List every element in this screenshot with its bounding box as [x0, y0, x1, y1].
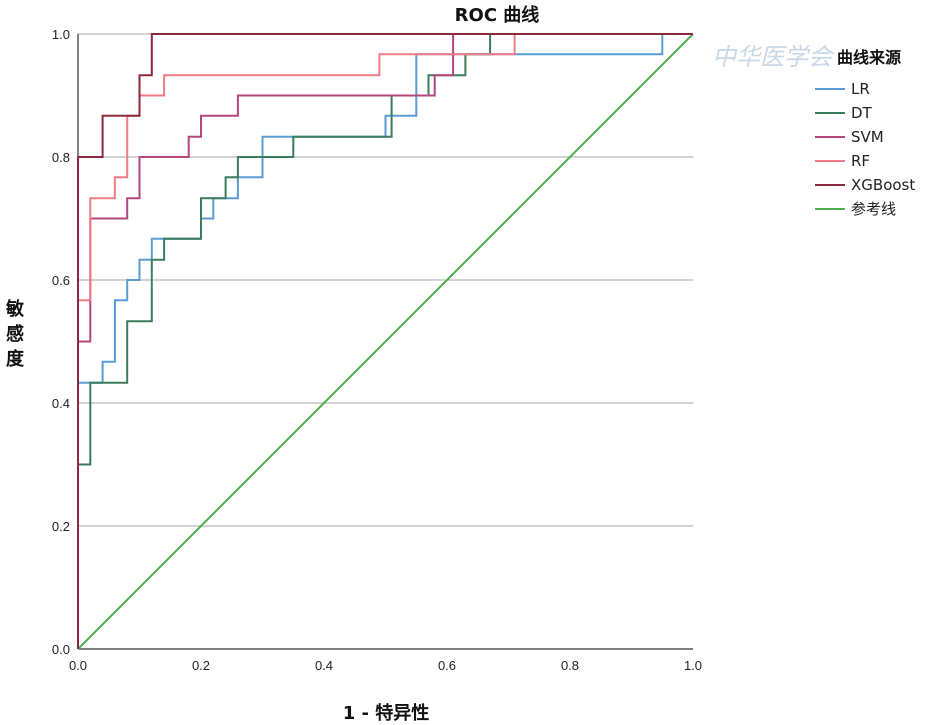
x-tick-label-3: 0.6 — [438, 658, 456, 673]
y-axis-title-char-2: 度 — [6, 348, 25, 370]
legend-title: 曲线来源 — [837, 48, 901, 67]
y-tick-label-4: 0.8 — [52, 150, 70, 165]
x-axis-title: 1 - 特异性 — [343, 702, 430, 724]
y-axis-title-char-1: 感 — [6, 323, 24, 345]
y-tick-label-3: 0.6 — [52, 273, 70, 288]
series-layer — [77, 33, 694, 650]
text-layer: ROC 曲线 1 - 特异性 中华医学会 曲线来源 — [343, 4, 901, 724]
x-tick-label-2: 0.4 — [315, 658, 333, 673]
y-tick-label-5: 1.0 — [52, 27, 70, 42]
x-tick-label-4: 0.8 — [561, 658, 579, 673]
x-tick-label-0: 0.0 — [69, 658, 87, 673]
legend-label-3: RF — [851, 152, 870, 170]
series-line--5 — [77, 33, 694, 650]
legend-label-1: DT — [851, 104, 873, 122]
y-axis-title-char-0: 敏 — [5, 298, 25, 320]
legend: LR DT SVM RF XGBoost 参考线 — [815, 80, 915, 218]
y-tick-label-2: 0.4 — [52, 396, 70, 411]
watermark-text: 中华医学会 — [712, 43, 835, 71]
chart-title: ROC 曲线 — [455, 4, 540, 26]
legend-label-2: SVM — [851, 128, 884, 146]
series-line-xgboost4 — [77, 33, 693, 649]
y-tick-label-1: 0.2 — [52, 519, 70, 534]
y-axis-title-group: 敏感度 — [5, 298, 25, 370]
y-tick-label-0: 0.0 — [52, 642, 70, 657]
x-tick-label-5: 1.0 — [684, 658, 702, 673]
legend-label-4: XGBoost — [851, 176, 915, 194]
legend-label-0: LR — [851, 80, 870, 98]
grid-layer — [78, 33, 693, 527]
x-tick-label-1: 0.2 — [192, 658, 210, 673]
series-line-svm2 — [77, 33, 693, 649]
legend-label-5: 参考线 — [851, 200, 896, 218]
